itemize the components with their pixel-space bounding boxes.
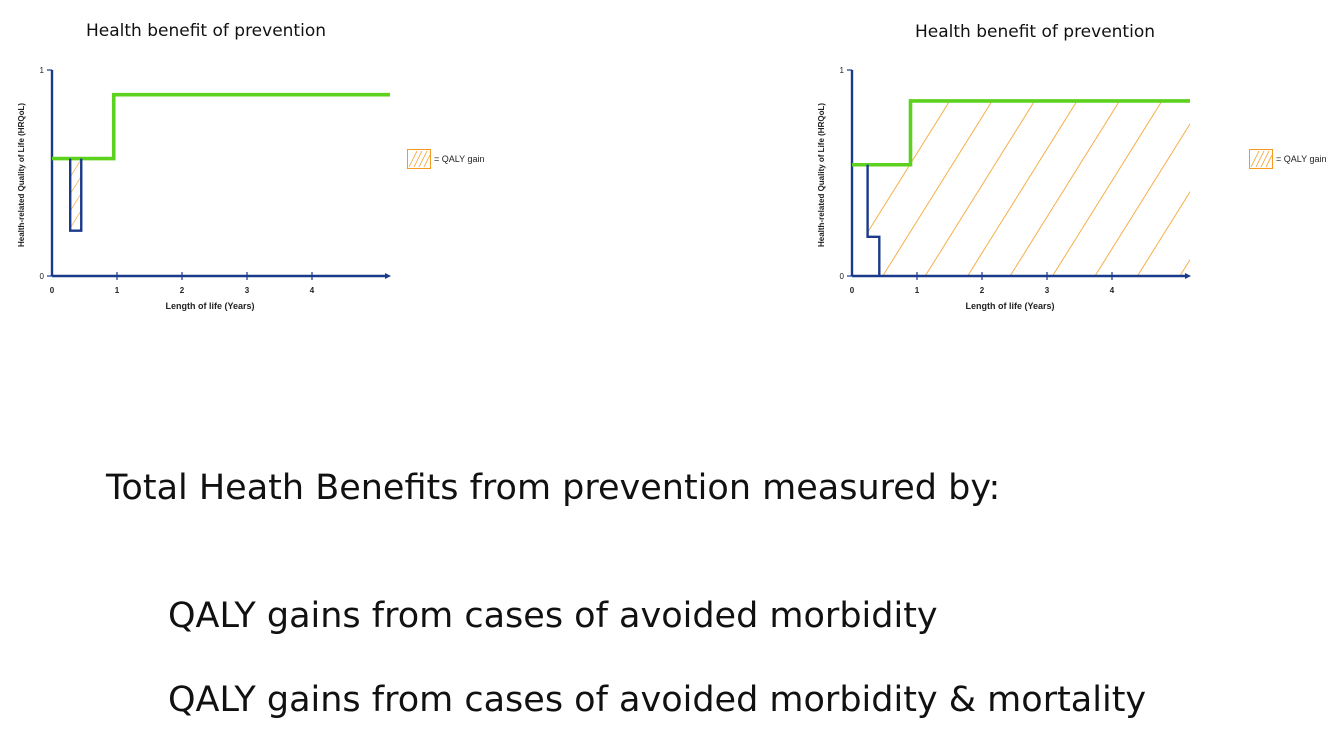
qaly-gain-swatch-icon: [407, 149, 431, 169]
qaly-gain-swatch-icon: [1249, 149, 1273, 169]
legend-label: = QALY gain: [1276, 154, 1327, 164]
legend-label: = QALY gain: [434, 154, 485, 164]
qaly-gain-area: [867, 100, 1190, 277]
x-tick-label: 0: [850, 286, 855, 295]
x-axis-label: Length of life (Years): [965, 301, 1054, 311]
x-axis-label: Length of life (Years): [165, 301, 254, 311]
x-axis-arrow: [1185, 273, 1191, 279]
without-prevention-line: [68, 158, 83, 232]
without-prevention-line: [866, 164, 881, 276]
y-tick-label: 1: [840, 66, 845, 75]
x-tick-label: 2: [980, 286, 985, 295]
legend-left: = QALY gain: [407, 149, 484, 169]
y-tick-label: 0: [40, 272, 45, 281]
bullet-morbidity: QALY gains from cases of avoided morbidi…: [168, 596, 938, 636]
qaly-chart-morbidity-mortality: 0 1 0 1 2 3 4 Length of life (Years) Health-rela…: [817, 66, 1191, 311]
chart-title-right: Health benefit of prevention: [915, 22, 1156, 42]
bullets-heading: Total Heath Benefits from prevention mea…: [106, 468, 1001, 508]
x-tick-label: 2: [180, 286, 185, 295]
bullet-morbidity-mortality: QALY gains from cases of avoided morbidi…: [168, 680, 1147, 720]
y-tick-label: 0: [840, 272, 845, 281]
x-tick-label: 1: [115, 286, 120, 295]
with-prevention-line: [52, 92, 390, 161]
chart-title-left: Health benefit of prevention: [86, 21, 327, 41]
with-prevention-line: [852, 99, 1190, 167]
x-tick-label: 4: [310, 286, 315, 295]
x-tick-label: 3: [245, 286, 250, 295]
legend-right: = QALY gain: [1249, 149, 1326, 169]
x-tick-label: 0: [50, 286, 55, 295]
y-axis-label: Health-related Quality of Life (HRQoL): [17, 103, 26, 247]
x-tick-label: 3: [1045, 286, 1050, 295]
x-tick-label: 1: [915, 286, 920, 295]
y-tick-label: 1: [40, 66, 45, 75]
y-axis-label: Health-related Quality of Life (HRQoL): [817, 103, 826, 247]
x-axis-arrow: [385, 273, 391, 279]
qaly-chart-morbidity: 0 1 0 1 2 3 4 Length of life (Years) Health-rela…: [17, 66, 391, 311]
qaly-gain-area: [70, 158, 82, 231]
x-tick-label: 4: [1110, 286, 1115, 295]
